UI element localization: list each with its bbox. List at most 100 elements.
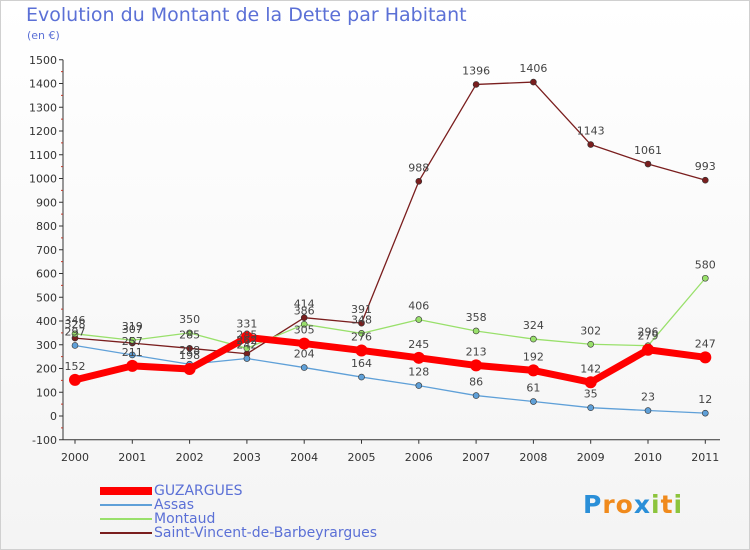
logo-letter: i [673,490,684,519]
data-point [300,364,308,371]
y-tick-label: 100 [36,386,57,399]
data-point [584,376,597,389]
data-label: 61 [526,382,540,395]
y-tick-label: 300 [36,339,57,352]
data-label: 152 [65,360,86,373]
y-tick-label: -100 [32,434,57,447]
data-point [240,331,253,344]
data-point [129,336,136,344]
data-label: 211 [122,346,143,359]
x-tick-label: 2010 [634,451,662,464]
data-label: 350 [179,313,200,326]
data-point [243,355,251,362]
data-point [300,314,308,321]
data-label: 128 [408,366,429,379]
data-point [358,319,365,327]
proxiti-logo: Proxiti [583,490,683,519]
logo-letter: x [633,490,651,519]
data-label: 204 [294,348,315,361]
data-label: 35 [584,388,598,401]
data-point [415,316,423,323]
logo-letter: r [602,490,616,519]
data-label: 302 [580,324,601,337]
legend-swatch [100,487,152,495]
data-label: 142 [580,362,601,375]
data-label: 1406 [519,62,547,75]
legend-label: GUZARGUES [154,483,243,499]
data-label: 993 [695,160,716,173]
data-label: 257 [122,335,143,348]
x-tick-label: 2003 [233,451,261,464]
data-label: 86 [469,376,483,389]
data-label: 1061 [634,144,662,157]
data-point [71,330,79,338]
data-label: 213 [466,345,487,358]
data-label: 245 [408,338,429,351]
legend-label: Assas [154,497,195,513]
logo-letter: i [651,490,661,519]
data-label: 331 [236,317,257,330]
y-tick-label: 1100 [29,149,57,162]
data-label: 580 [695,258,716,271]
data-label: 391 [351,303,372,316]
y-tick-label: 1300 [29,101,57,114]
series-line-montaud [74,277,706,349]
data-point [644,160,652,168]
data-label: 328 [65,318,86,331]
data-label: 296 [638,326,659,339]
y-tick-label: 700 [36,244,57,257]
data-label: 164 [351,357,372,370]
series-line-assas [74,344,706,414]
data-point [183,362,196,375]
y-tick-label: 200 [36,363,57,376]
x-tick-label: 2009 [577,451,605,464]
data-point [527,364,540,377]
data-point [642,343,654,356]
y-tick-label: 600 [36,268,57,281]
data-point [587,404,595,411]
chart-title: Evolution du Montant de la Dette par Hab… [26,4,467,26]
data-label: 276 [351,330,372,343]
data-point [415,382,423,389]
legend-swatch [100,518,152,520]
data-label: 285 [236,328,257,341]
data-point [472,327,480,335]
data-point [530,398,537,405]
data-point [69,373,81,386]
data-label: 1143 [577,125,605,138]
data-point [701,176,709,184]
data-label: 285 [179,328,200,341]
data-point [470,359,483,372]
data-label: 414 [294,298,315,311]
data-point [243,345,251,352]
data-label: 348 [351,313,372,326]
x-tick-label: 2011 [691,451,719,464]
data-label: 198 [179,349,200,362]
y-tick-label: 400 [36,315,57,328]
data-point [300,321,308,328]
data-label: 279 [638,330,659,343]
data-point [701,409,709,417]
data-label: 346 [65,314,86,327]
y-tick-label: 900 [36,196,57,209]
data-point [530,78,537,86]
y-tick-label: 800 [36,220,57,233]
data-label: 324 [523,319,544,332]
data-label: 262 [236,334,257,347]
logo-letter: P [583,490,603,519]
x-tick-label: 2000 [61,451,89,464]
data-point [701,274,709,282]
data-point [530,335,537,343]
series-line-guzargues [74,333,706,386]
data-label: 307 [122,323,143,336]
data-point [472,392,480,399]
x-tick-label: 2006 [405,451,433,464]
logo-letter: o [615,490,634,519]
data-point [186,345,193,352]
x-tick-label: 2005 [348,451,376,464]
data-point [472,81,480,88]
data-label: 305 [294,324,315,337]
data-label: 247 [695,337,716,350]
data-point [415,178,423,185]
